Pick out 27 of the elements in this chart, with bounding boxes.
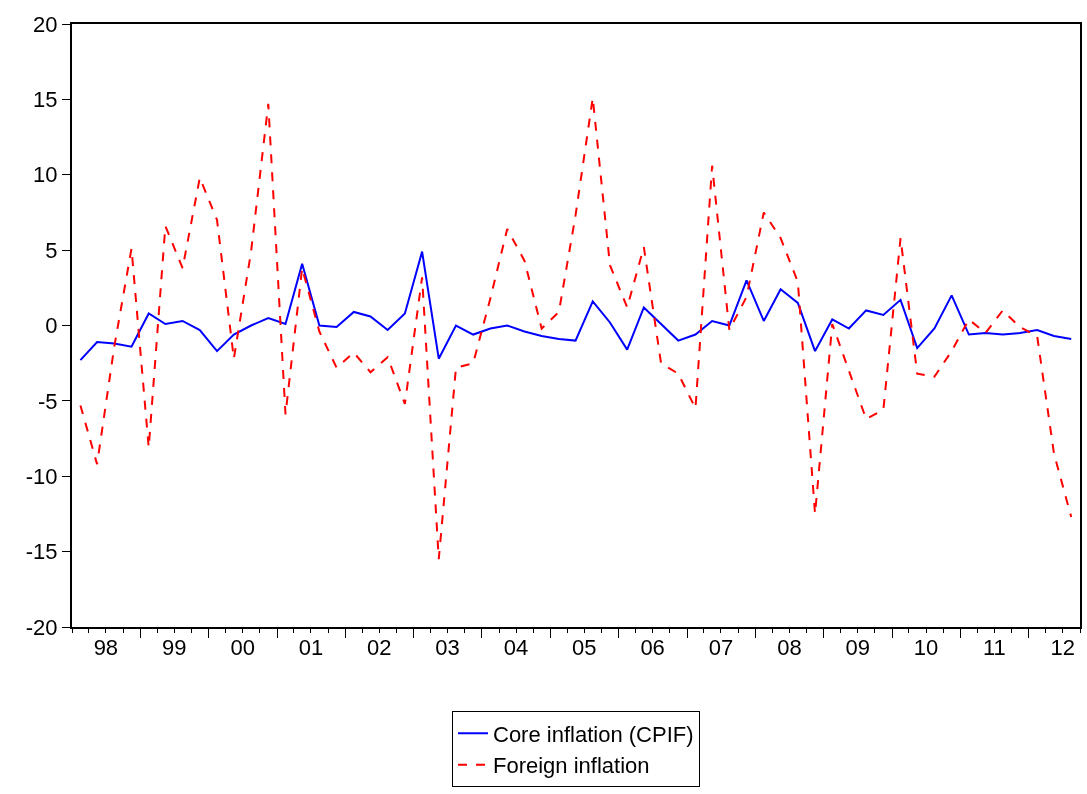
x-tick-label: 00 (230, 635, 255, 661)
y-tick-label: 20 (33, 11, 58, 37)
y-tick-label: 0 (45, 313, 58, 339)
legend-label: Core inflation (CPIF) (493, 721, 694, 747)
x-tick-label: 11 (982, 635, 1006, 661)
y-tick-label: -20 (25, 614, 58, 640)
x-tick-label: 12 (1050, 635, 1076, 661)
x-tick-label: 98 (93, 635, 119, 661)
y-tick-label: 5 (45, 237, 58, 263)
x-tick-label: 05 (572, 635, 597, 661)
x-tick-label: 99 (161, 635, 187, 661)
x-tick-label: 06 (640, 635, 665, 661)
x-tick-label: 02 (367, 635, 392, 661)
x-tick-label: 08 (777, 635, 802, 661)
y-tick-label: -5 (38, 388, 58, 414)
y-tick-label: 10 (33, 162, 58, 188)
legend-label: Foreign inflation (493, 753, 650, 779)
x-tick-label: 07 (708, 635, 734, 661)
x-tick-label: 03 (435, 635, 460, 661)
line-series (79, 250, 1073, 362)
x-tick-label: 04 (503, 635, 529, 661)
x-tick-label: 01 (298, 635, 324, 661)
y-tick-label: 15 (33, 87, 58, 113)
y-tick-label: -15 (25, 539, 58, 565)
x-tick-label: 09 (845, 635, 870, 661)
y-tick-label: -10 (25, 463, 58, 489)
x-tick-label: 10 (913, 635, 939, 661)
